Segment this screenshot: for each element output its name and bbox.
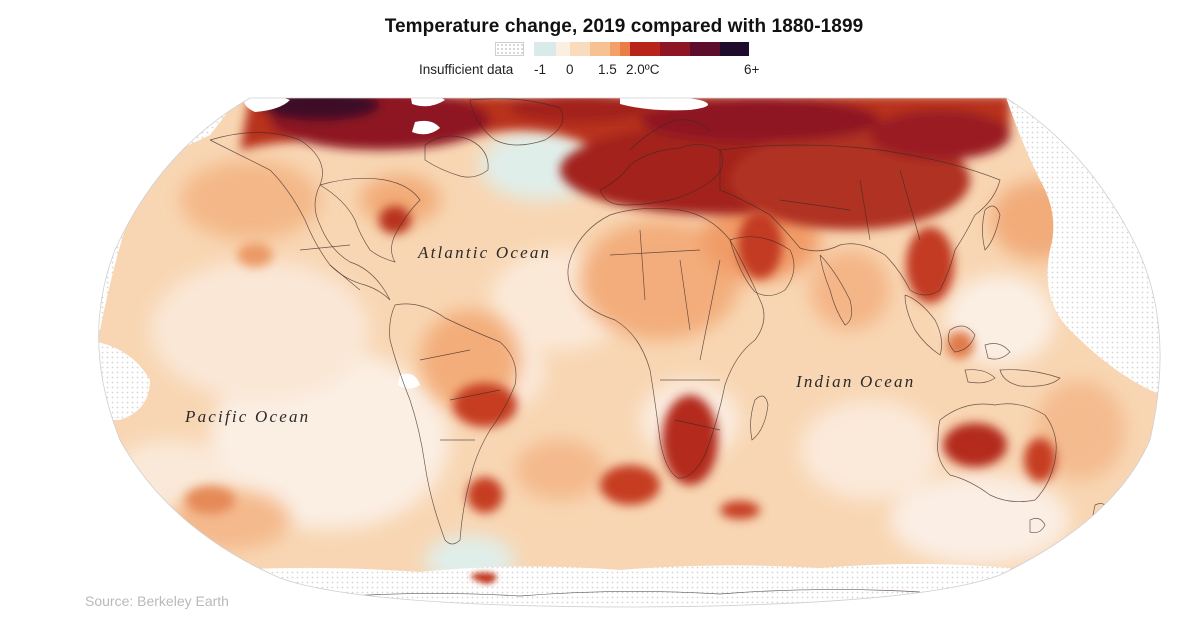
scale-band xyxy=(620,42,630,56)
insufficient-data-label: Insufficient data xyxy=(419,62,514,77)
scale-band xyxy=(590,42,610,56)
color-legend: Insufficient data -1 0 1.5 2.0ºC 6+ xyxy=(0,0,1200,90)
scale-band xyxy=(720,42,749,56)
atlantic-ocean-label: Atlantic Ocean xyxy=(418,243,552,262)
scale-band xyxy=(690,42,720,56)
scale-band xyxy=(610,42,620,56)
scale-tick-label: 6+ xyxy=(744,62,760,77)
scale-tick-label: 2.0ºC xyxy=(626,62,660,77)
scale-band xyxy=(660,42,690,56)
source-credit: Source: Berkeley Earth xyxy=(85,593,229,609)
arctic-warming xyxy=(240,98,1010,230)
scale-tick-label: 0 xyxy=(566,62,574,77)
scale-band xyxy=(570,42,590,56)
scale-band xyxy=(630,42,660,56)
coastlines xyxy=(209,98,1111,599)
scale-band xyxy=(534,42,556,56)
pacific-ocean-label: Pacific Ocean xyxy=(185,407,311,426)
indian-ocean-label: Indian Ocean xyxy=(796,372,916,391)
map-title: Temperature change, 2019 compared with 1… xyxy=(384,16,864,37)
temperature-anomaly-field xyxy=(98,98,1161,607)
temperature-scale-bar xyxy=(534,42,749,56)
insufficient-data-swatch xyxy=(495,42,524,56)
antarctica-nodata xyxy=(230,564,1010,607)
map-outline xyxy=(98,97,1161,608)
hotspots xyxy=(185,206,1056,519)
scale-tick-label: 1.5 xyxy=(598,62,617,77)
scale-band xyxy=(556,42,570,56)
scale-tick-label: -1 xyxy=(534,62,547,77)
